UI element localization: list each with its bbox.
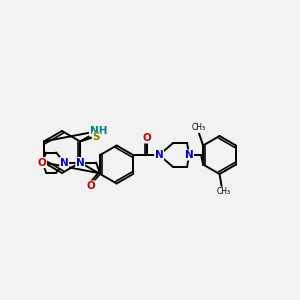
Text: N: N [185,150,194,160]
Text: N: N [60,158,69,167]
Text: O: O [143,133,152,143]
Text: CH₃: CH₃ [217,188,231,196]
Text: O: O [38,158,46,167]
Text: CH₃: CH₃ [192,123,206,132]
Text: O: O [87,181,96,191]
Text: N: N [76,158,85,167]
Text: N: N [155,150,164,160]
Text: S: S [92,133,100,142]
Text: NH: NH [90,126,107,136]
